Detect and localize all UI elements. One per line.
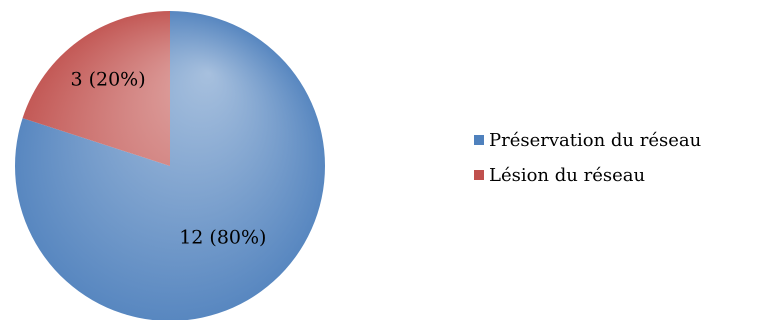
legend-label-preservation: Préservation du réseau [489, 129, 702, 151]
legend-item-preservation: Préservation du réseau [474, 128, 701, 152]
legend-swatch-lesion [474, 170, 484, 180]
pie-slices [15, 11, 325, 320]
pie-labels: 12 (80%) 3 (20%) [70, 69, 266, 249]
pie-data-label-preservation-du-reseau: 12 (80%) [179, 227, 266, 249]
legend-item-lesion: Lésion du réseau [474, 163, 701, 187]
legend-swatch-preservation [474, 135, 484, 145]
pie-data-label-lesion-du-reseau: 3 (20%) [70, 69, 145, 91]
pie-slice-lesion-du-reseau [22, 11, 170, 166]
pie-slice-preservation-du-reseau [15, 11, 325, 320]
legend-label-lesion: Lésion du réseau [489, 164, 646, 186]
legend: Préservation du réseau Lésion du réseau [474, 128, 701, 198]
